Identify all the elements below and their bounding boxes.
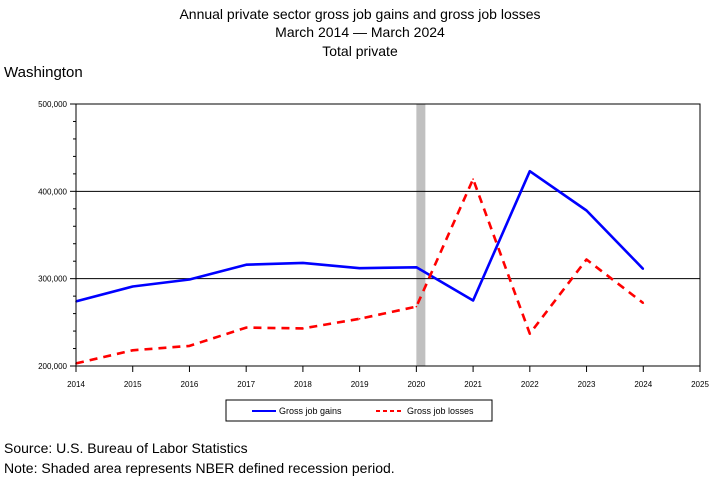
legend-box (225, 399, 493, 422)
x-tick-label: 2017 (237, 380, 255, 389)
x-tick-label: 2022 (521, 380, 539, 389)
x-tick-label: 2016 (181, 380, 199, 389)
source-note: Source: U.S. Bureau of Labor Statistics (4, 440, 248, 456)
data-point (529, 332, 531, 335)
series-line-gross-job-losses (75, 177, 645, 365)
data-point (302, 262, 304, 264)
data-point (642, 302, 645, 304)
series-line-gross-job-gains (75, 169, 645, 303)
data-point (529, 170, 531, 173)
x-tick-label: 2024 (634, 380, 652, 389)
data-point (415, 266, 418, 269)
x-tick-label: 2018 (294, 380, 312, 389)
chart-subtitle-category: Total private (322, 43, 398, 59)
x-tick-label: 2025 (691, 380, 709, 389)
chart-title: Annual private sector gross job gains an… (179, 6, 541, 22)
chart-subtitle-dates: March 2014 — March 2024 (275, 24, 445, 40)
recession-band (416, 104, 426, 366)
x-tick-label: 2023 (578, 380, 596, 389)
data-point (245, 326, 247, 329)
data-point (245, 263, 247, 266)
x-tick-label: 2014 (67, 380, 85, 389)
data-point (472, 299, 474, 302)
data-point (131, 285, 134, 288)
data-point (585, 209, 588, 212)
data-point (472, 178, 474, 180)
y-tick-label: 500,000 (38, 100, 67, 109)
x-tick-label: 2021 (464, 380, 482, 389)
y-tick-label: 400,000 (38, 187, 67, 196)
data-point (188, 278, 191, 281)
legend-label: Gross job gains (279, 406, 342, 416)
recession-note: Note: Shaded area represents NBER define… (4, 460, 395, 476)
region-label: Washington (4, 64, 83, 81)
y-tick-label: 300,000 (38, 275, 67, 284)
data-point (188, 345, 191, 347)
data-point (642, 268, 645, 270)
x-tick-label: 2019 (351, 380, 369, 389)
x-tick-label: 2015 (124, 380, 142, 389)
y-tick-label: 200,000 (38, 362, 67, 371)
data-point (358, 318, 361, 320)
data-point (302, 327, 304, 330)
legend-label: Gross job losses (407, 406, 474, 416)
data-point (358, 267, 361, 269)
data-point (415, 305, 418, 308)
plot-frame (75, 103, 701, 367)
data-point (131, 349, 134, 352)
data-point (585, 258, 588, 261)
x-tick-label: 2020 (407, 380, 425, 389)
